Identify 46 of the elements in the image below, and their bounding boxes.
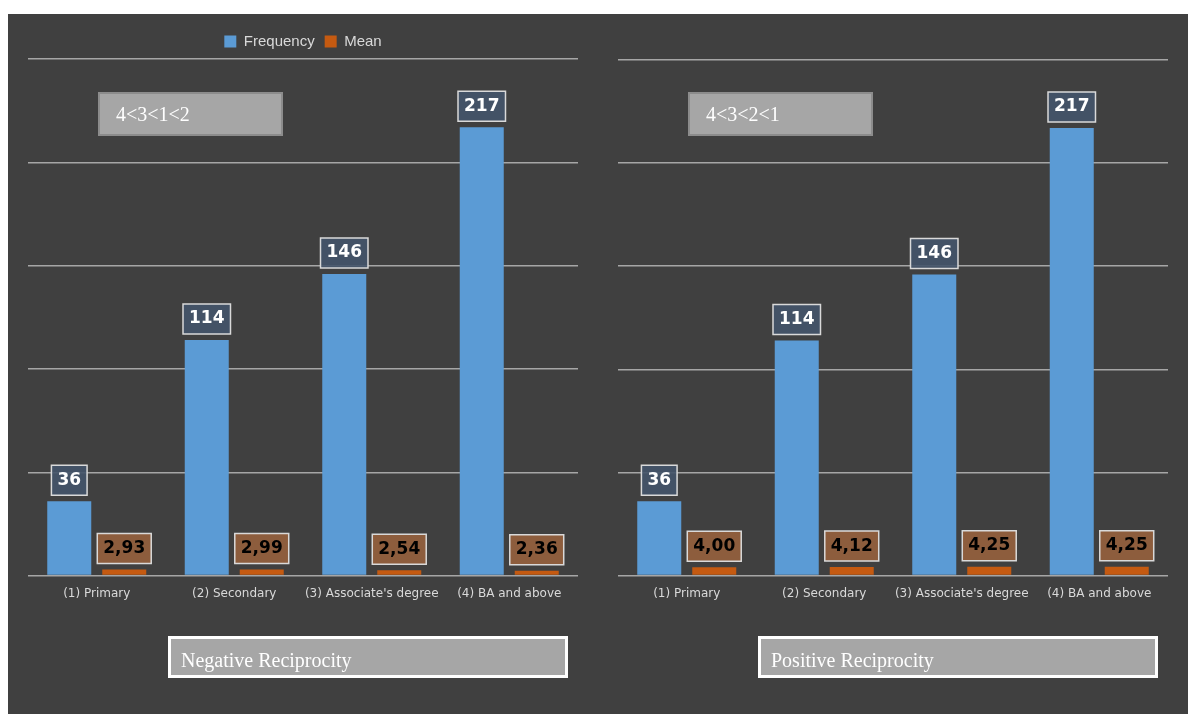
bar [912,274,957,575]
bar [692,567,737,575]
data-label: 2,99 [240,536,283,557]
data-label: 2,54 [378,537,421,558]
bar [322,273,367,575]
text-box: 4<3<1<2 [98,92,283,136]
data-label: 217 [464,94,500,115]
bar [514,570,559,575]
x-tick-label: (3) Associate's degree [894,585,1029,600]
data-label: 4,25 [1105,534,1148,555]
x-tick-label: (3) Associate's degree [304,585,439,600]
data-label: 146 [326,241,362,262]
bar [1104,566,1149,575]
bar [239,569,284,575]
bar [184,340,229,575]
text-box: 4<3<2<1 [688,92,873,136]
x-tick-label: (1) Primary [63,585,131,600]
bar [967,566,1012,575]
legend-label: Frequency [243,31,316,49]
x-tick-label: (4) BA and above [1047,585,1152,600]
text-box: Positive Reciprocity [758,636,1158,678]
x-tick-label: (4) BA and above [457,585,562,600]
bar [637,501,682,575]
data-label: 2,93 [103,536,146,557]
data-label: 36 [57,468,82,489]
x-tick-label: (1) Primary [653,585,721,600]
x-tick-label: (2) Secondary [782,585,867,600]
bar [102,569,147,575]
data-label: 146 [916,241,952,262]
x-tick-label: (2) Secondary [192,585,277,600]
data-label: 217 [1054,95,1090,116]
data-label: 4,12 [830,534,873,555]
data-label: 114 [779,307,815,328]
bar [829,567,874,575]
data-label: 2,36 [515,538,558,559]
data-label: 4,25 [968,534,1011,555]
legend-label: Mean [344,31,382,49]
data-label: 4,00 [693,534,736,555]
bar [1049,128,1094,575]
bar [774,340,819,575]
text-box: Negative Reciprocity [168,636,568,678]
bar [47,501,92,575]
bar [459,127,504,575]
data-label: 36 [647,468,672,489]
bar [377,570,422,575]
data-label: 114 [189,307,225,328]
